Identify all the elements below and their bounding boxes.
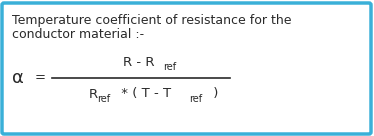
Text: Temperature coefficient of resistance for the: Temperature coefficient of resistance fo… <box>12 14 291 27</box>
Text: α: α <box>12 69 24 87</box>
Text: ref: ref <box>163 62 176 72</box>
Text: R: R <box>89 87 98 101</box>
Text: ref: ref <box>97 94 110 104</box>
Text: * ( T - T: * ( T - T <box>117 87 171 101</box>
Text: conductor material :-: conductor material :- <box>12 28 144 41</box>
FancyBboxPatch shape <box>2 3 371 134</box>
Text: =: = <box>35 72 46 84</box>
Text: ): ) <box>209 87 218 101</box>
Text: ref: ref <box>189 94 202 104</box>
Text: R - R: R - R <box>123 55 154 69</box>
